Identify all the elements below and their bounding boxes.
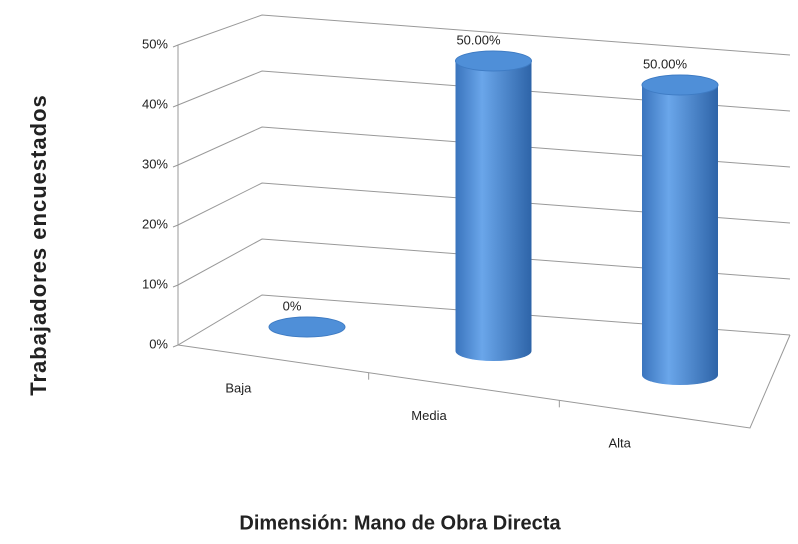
y-tick-label: 30% <box>142 156 168 171</box>
y-tick-label: 0% <box>149 336 168 351</box>
x-axis-label: Dimensión: Mano de Obra Directa <box>239 512 561 534</box>
bar-body <box>455 61 532 362</box>
data-label: 50.00% <box>456 32 501 47</box>
bar-body <box>642 85 718 385</box>
bar-top <box>268 316 346 338</box>
y-tick-label: 40% <box>142 96 168 111</box>
x-tick-label: Baja <box>225 380 252 395</box>
grid-line <box>172 14 791 56</box>
bar-top <box>641 74 719 96</box>
y-tick-label: 10% <box>142 276 168 291</box>
bar <box>268 316 346 338</box>
y-tick-label: 50% <box>142 36 168 51</box>
y-tick-label: 20% <box>142 216 168 231</box>
x-tick-label: Media <box>411 408 447 423</box>
bar <box>455 50 532 362</box>
data-label: 50.00% <box>643 56 688 71</box>
x-tick-label: Alta <box>608 436 631 451</box>
y-axis-label: Trabajadores encuestados <box>26 94 51 396</box>
bar <box>641 74 719 385</box>
data-label: 0% <box>283 298 302 313</box>
bar-top <box>455 50 532 72</box>
